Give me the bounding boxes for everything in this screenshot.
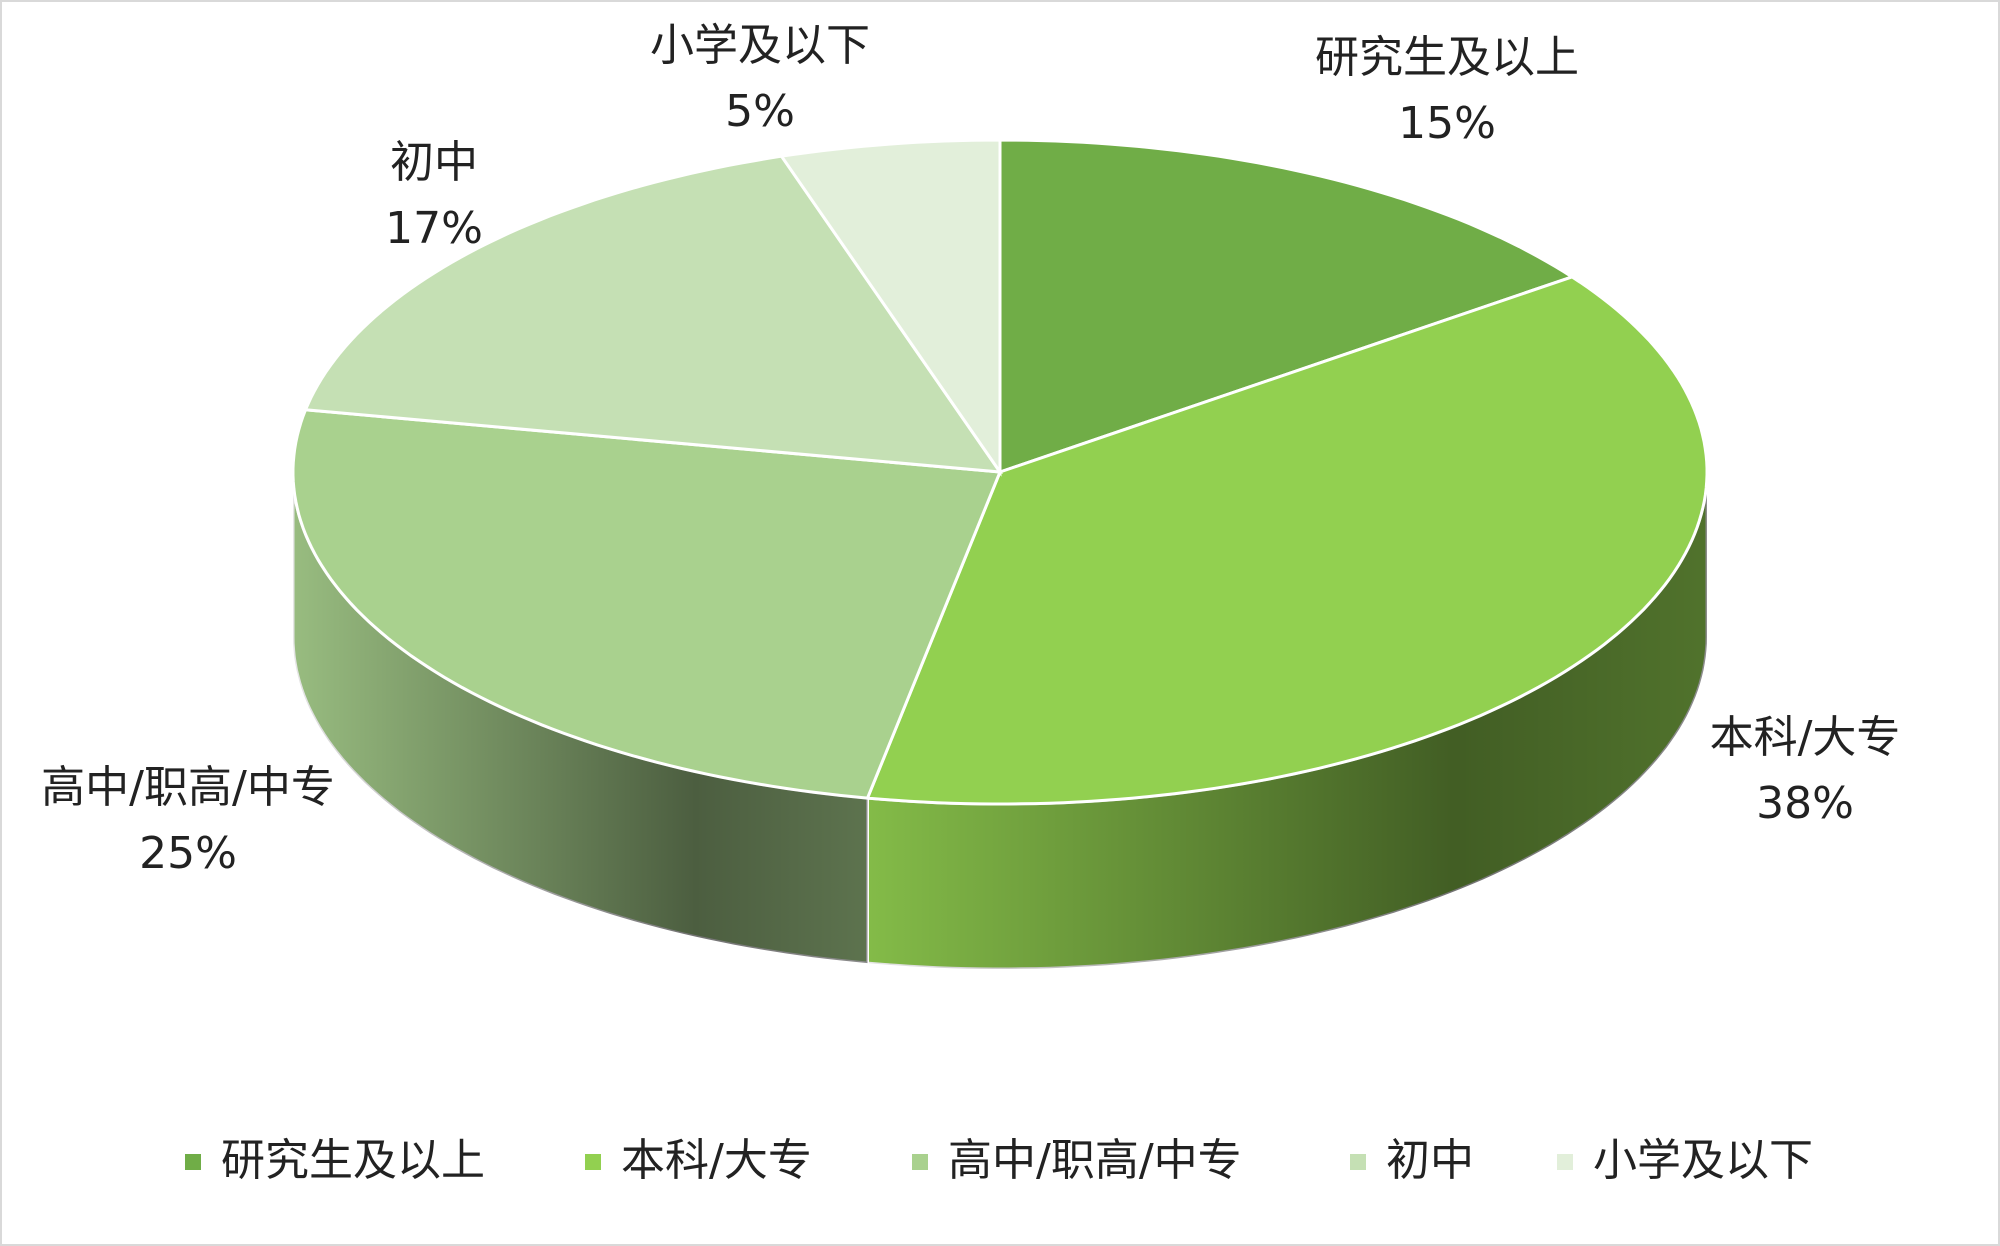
data-label-value: 5% — [725, 86, 795, 137]
slice — [291, 408, 1003, 800]
slice-side-shade — [867, 472, 1707, 969]
legend-swatch — [585, 1154, 601, 1170]
legend-label: 本科/大专 — [621, 1135, 812, 1186]
slice — [998, 138, 1576, 475]
slice — [303, 154, 1004, 474]
data-label-name: 小学及以下 — [650, 20, 870, 71]
legend-label: 研究生及以上 — [221, 1135, 485, 1186]
legend-label: 高中/职高/中专 — [948, 1135, 1242, 1186]
pie-tops — [291, 138, 1709, 806]
legend-swatch — [1350, 1154, 1366, 1170]
data-label-value: 15% — [1398, 98, 1496, 149]
data-label-name: 本科/大专 — [1710, 712, 1901, 763]
data-label-value: 25% — [139, 828, 237, 879]
slice-side-shade — [293, 472, 868, 964]
data-label-name: 研究生及以上 — [1315, 32, 1579, 83]
data-labels: 研究生及以上 15% 本科/大专 38% 高中/职高/中专 25% 初中 17% 小学及以下 5% — [41, 20, 1900, 879]
legend-label: 初中 — [1386, 1135, 1474, 1186]
legend-swatch — [1557, 1154, 1573, 1170]
legend: 研究生及以上 本科/大专 高中/职高/中专 初中 小学及以下 — [185, 1135, 1813, 1186]
slice — [865, 275, 1709, 806]
data-label-value: 17% — [385, 203, 483, 254]
data-label-name: 高中/职高/中专 — [41, 762, 335, 813]
data-label-value: 38% — [1756, 778, 1854, 829]
legend-swatch — [185, 1154, 201, 1170]
legend-swatch — [912, 1154, 928, 1170]
data-label-name: 初中 — [390, 137, 478, 188]
slice — [778, 138, 1002, 477]
legend-label: 小学及以下 — [1593, 1135, 1813, 1186]
